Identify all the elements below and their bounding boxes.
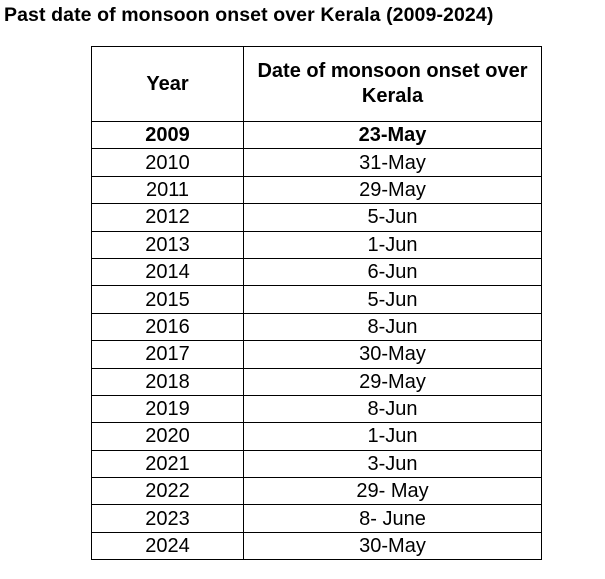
- cell-date: 1-Jun: [243, 230, 542, 259]
- cell-date: 8- June: [243, 504, 542, 533]
- table-row: 2014 6-Jun: [91, 257, 542, 287]
- cell-date: 3-Jun: [243, 449, 542, 479]
- table-row: 2024 30-May: [91, 531, 542, 561]
- cell-year: 2024: [91, 531, 244, 561]
- cell-year: 2014: [91, 257, 244, 287]
- cell-date: 5-Jun: [243, 203, 542, 232]
- cell-year: 2017: [91, 340, 244, 369]
- cell-date: 8-Jun: [243, 312, 542, 342]
- cell-date: 29- May: [243, 477, 542, 506]
- page-title: Past date of monsoon onset over Kerala (…: [4, 4, 494, 26]
- cell-year: 2020: [91, 422, 244, 451]
- cell-date: 29-May: [243, 367, 542, 396]
- table-row: 2017 30-May: [91, 340, 542, 369]
- cell-date: 23-May: [243, 120, 542, 150]
- table-row: 2020 1-Jun: [91, 422, 542, 451]
- table-row: 2019 8-Jun: [91, 394, 542, 424]
- table-row: 2018 29-May: [91, 367, 542, 396]
- cell-year: 2016: [91, 312, 244, 342]
- header-year: Year: [91, 46, 244, 122]
- cell-date: 30-May: [243, 340, 542, 369]
- cell-year: 2018: [91, 367, 244, 396]
- cell-date: 1-Jun: [243, 422, 542, 451]
- table-row: 2022 29- May: [91, 477, 542, 506]
- table-row: 2013 1-Jun: [91, 230, 542, 259]
- table-row: 2010 31-May: [91, 148, 542, 177]
- header-date: Date of monsoon onset over Kerala: [243, 46, 542, 122]
- table-row: 2012 5-Jun: [91, 203, 542, 232]
- cell-year: 2019: [91, 394, 244, 424]
- table-row: 2023 8- June: [91, 504, 542, 533]
- cell-date: 5-Jun: [243, 285, 542, 314]
- monsoon-onset-table: Year Date of monsoon onset over Kerala 2…: [91, 46, 542, 561]
- cell-year: 2022: [91, 477, 244, 506]
- table-row: 2009 23-May: [91, 120, 542, 150]
- cell-year: 2021: [91, 449, 244, 479]
- cell-date: 6-Jun: [243, 257, 542, 287]
- cell-date: 29-May: [243, 175, 542, 205]
- table-row: 2021 3-Jun: [91, 449, 542, 479]
- header-date-label: Date of monsoon onset over Kerala: [257, 60, 528, 107]
- cell-date: 30-May: [243, 531, 542, 561]
- table-header-row: Year Date of monsoon onset over Kerala: [91, 46, 542, 122]
- cell-year: 2013: [91, 230, 244, 259]
- cell-date: 8-Jun: [243, 394, 542, 424]
- cell-year: 2023: [91, 504, 244, 533]
- cell-date: 31-May: [243, 148, 542, 177]
- cell-year: 2010: [91, 148, 244, 177]
- table-body: 2009 23-May 2010 31-May 2011 29-May 2012 5-Jun 2…: [91, 120, 542, 561]
- cell-year: 2009: [91, 120, 244, 150]
- table-row: 2015 5-Jun: [91, 285, 542, 314]
- table-row: 2011 29-May: [91, 175, 542, 205]
- cell-year: 2015: [91, 285, 244, 314]
- table-row: 2016 8-Jun: [91, 312, 542, 342]
- cell-year: 2011: [91, 175, 244, 205]
- cell-year: 2012: [91, 203, 244, 232]
